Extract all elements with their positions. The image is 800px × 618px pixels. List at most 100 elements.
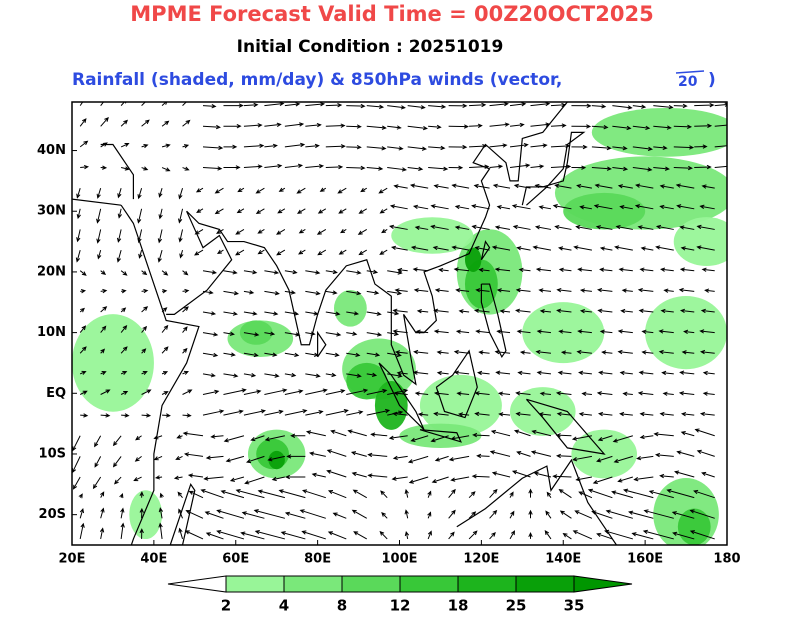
wind-arrow xyxy=(595,225,613,230)
rainfall-layer xyxy=(72,107,727,545)
wind-arrow xyxy=(432,245,449,251)
wind-arrow xyxy=(117,188,122,199)
wind-arrow xyxy=(430,435,449,443)
wind-arrow xyxy=(100,389,111,395)
wind-arrow xyxy=(620,308,633,314)
wind-arrow xyxy=(528,488,533,498)
wind-arrow xyxy=(478,267,490,273)
wind-arrow xyxy=(162,413,171,418)
wind-arrow xyxy=(407,125,428,131)
wind-arrow xyxy=(558,329,572,334)
wind-arrow xyxy=(694,164,712,170)
wind-arrow xyxy=(205,455,224,460)
wind-arrow xyxy=(223,290,239,296)
wind-arrow xyxy=(120,507,125,519)
wind-arrow xyxy=(141,370,148,375)
wind-arrow xyxy=(632,167,653,172)
colorbar-label: 2 xyxy=(221,597,231,615)
wind-arrow xyxy=(284,122,305,127)
wind-arrow xyxy=(264,311,279,316)
wind-arrow xyxy=(100,348,106,354)
wind-arrow xyxy=(515,391,531,396)
wind-arrow xyxy=(623,488,654,499)
wind-arrow xyxy=(141,413,152,418)
wind-arrow xyxy=(591,166,612,171)
wind-arrow xyxy=(578,370,592,376)
wind-arrow xyxy=(332,512,347,519)
wind-arrow xyxy=(264,122,282,127)
wind-arrow xyxy=(533,471,552,478)
wind-arrow xyxy=(497,391,511,396)
wind-arrow xyxy=(655,452,674,458)
wind-arrow xyxy=(301,489,326,499)
rain-area xyxy=(346,362,388,400)
wind-arrow xyxy=(195,187,204,193)
wind-arrow xyxy=(158,522,163,539)
wind-arrow xyxy=(120,390,129,395)
rain-area xyxy=(464,247,482,272)
wind-arrow xyxy=(407,146,427,151)
wind-arrow xyxy=(659,184,674,189)
wind-arrow xyxy=(599,329,613,334)
wind-arrow xyxy=(557,370,572,376)
wind-arrow xyxy=(604,529,633,540)
wind-arrow xyxy=(243,409,266,416)
wind-arrow xyxy=(379,249,388,255)
wind-arrow xyxy=(680,431,695,437)
wind-arrow xyxy=(714,165,727,169)
wind-arrow xyxy=(325,352,340,357)
wind-arrow xyxy=(223,373,239,378)
wind-arrow xyxy=(317,249,327,256)
wind-arrow xyxy=(615,224,633,230)
wind-arrow xyxy=(617,476,633,483)
wind-arrow xyxy=(325,123,346,128)
wind-arrow xyxy=(79,325,87,333)
wind-arrow xyxy=(120,307,127,313)
wind-arrow xyxy=(100,165,108,170)
wind-arrow xyxy=(220,489,245,499)
wind-arrow xyxy=(410,245,429,251)
wind-arrow xyxy=(305,311,319,316)
wind-arrow xyxy=(360,187,368,193)
wind-arrow xyxy=(659,473,674,479)
wind-arrow xyxy=(305,373,321,378)
x-tick-label: 140E xyxy=(545,552,581,567)
wind-arrow xyxy=(642,529,674,540)
wind-arrow xyxy=(94,456,102,468)
wind-arrow xyxy=(436,370,449,376)
wind-arrow xyxy=(243,123,263,128)
wind-arrow xyxy=(284,142,306,148)
colorbar-box xyxy=(399,575,459,593)
wind-arrow xyxy=(225,455,245,463)
wind-arrow xyxy=(605,509,633,519)
wind-arrow xyxy=(161,270,169,276)
wind-arrow xyxy=(571,165,587,170)
wind-arrow xyxy=(562,532,572,540)
wind-arrow xyxy=(427,511,432,519)
wind-arrow xyxy=(278,187,286,192)
wind-arrow xyxy=(612,145,628,151)
wind-arrow xyxy=(366,311,382,316)
wind-arrow xyxy=(305,430,326,437)
wind-arrow xyxy=(577,267,592,272)
wind-arrow xyxy=(117,208,122,219)
description-end: ) xyxy=(708,70,716,90)
wind-arrow xyxy=(701,267,715,272)
wind-arrow xyxy=(679,370,695,375)
wind-arrow xyxy=(393,184,408,189)
wind-arrow xyxy=(545,510,552,519)
wind-arrow xyxy=(216,229,224,234)
y-tick-label: EQ xyxy=(46,386,66,401)
wind-arrow xyxy=(693,489,715,499)
wind-arrow xyxy=(121,166,130,171)
wind-arrow xyxy=(284,332,301,337)
wind-arrow xyxy=(116,229,122,243)
wind-arrow xyxy=(161,120,170,127)
wind-arrow xyxy=(489,509,498,519)
wind-arrow xyxy=(246,455,265,464)
wind-arrow xyxy=(454,225,470,230)
y-tick-label: 30N xyxy=(37,204,66,219)
wind-arrow xyxy=(112,456,122,468)
wind-arrow xyxy=(154,475,163,480)
wind-arrow xyxy=(579,308,592,314)
